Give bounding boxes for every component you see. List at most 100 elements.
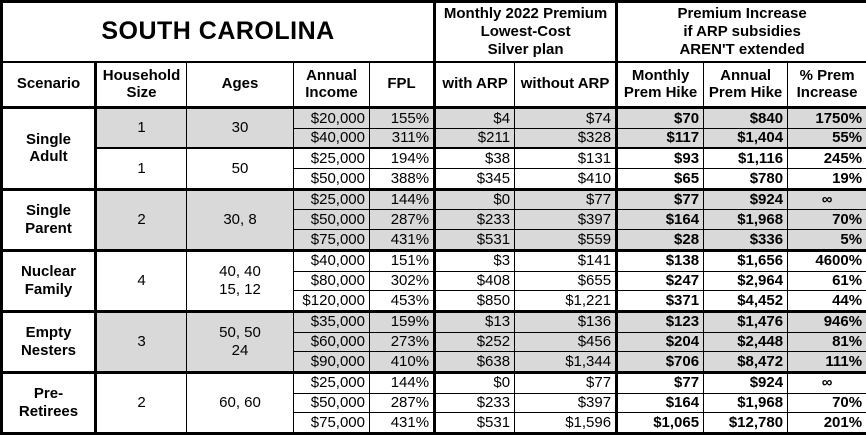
with-arp-cell: $233	[434, 392, 516, 414]
with-arp-cell: $3	[434, 248, 516, 272]
without-arp-cell: $131	[514, 147, 619, 170]
pct-increase-cell: 81%	[787, 331, 866, 353]
income-cell: $25,000	[293, 147, 370, 170]
fpl-cell: 159%	[368, 309, 437, 333]
monthly-hike-cell: $28	[616, 229, 705, 251]
table-row: $80,000 302% $408 $655 $247 $2,964 61%	[2, 270, 866, 292]
annual-hike-cell: $2,448	[703, 331, 789, 353]
income-cell: $80,000	[293, 270, 370, 292]
table-row: 1 50 $25,000 194% $38 $131 $93 $1,116 24…	[2, 147, 866, 190]
monthly-hike-cell: $70	[616, 107, 705, 129]
monthly-hike-cell: $77	[616, 370, 705, 394]
monthly-hike-cell: $93	[616, 147, 705, 170]
with-arp-cell: $38	[434, 147, 516, 170]
income-cell: $50,000	[293, 209, 370, 231]
without-arp-cell: $1,344	[514, 351, 619, 373]
ages-cell: 50	[186, 147, 294, 190]
table-row: $50,000 287% $233 $397 $164 $1,968 70%	[2, 392, 866, 414]
column-header-without-arp: without ARP	[514, 61, 619, 109]
without-arp-cell: $397	[514, 209, 619, 231]
scenario-cell: Empty Nesters	[1, 309, 97, 373]
without-arp-cell: $456	[514, 331, 619, 353]
fpl-cell: 144%	[368, 187, 437, 211]
without-arp-cell: $559	[514, 229, 619, 251]
monthly-hike-cell: $706	[616, 351, 705, 373]
with-arp-cell: $4	[434, 107, 516, 129]
scenario-cell: Pre- Retirees	[1, 370, 97, 435]
income-cell: $40,000	[293, 127, 370, 149]
with-arp-cell: $531	[434, 412, 516, 434]
with-arp-cell: $638	[434, 351, 516, 373]
annual-hike-cell: $1,968	[703, 392, 789, 414]
ages-cell: 40, 40 15, 12	[186, 248, 294, 312]
with-arp-cell: $0	[434, 187, 516, 211]
income-cell: $50,000	[293, 392, 370, 414]
pct-increase-cell: 4600%	[787, 248, 866, 272]
monthly-hike-cell: $77	[616, 187, 705, 211]
pct-increase-cell: ∞	[787, 187, 866, 211]
pct-increase-cell: 946%	[787, 309, 866, 333]
premium-band-header: Monthly 2022 Premium Lowest-Cost Silver …	[434, 1, 619, 63]
pct-increase-cell: 1750%	[787, 107, 866, 129]
fpl-cell: 453%	[368, 290, 437, 312]
income-cell: $120,000	[293, 290, 370, 312]
with-arp-cell: $0	[434, 370, 516, 394]
pct-increase-cell: 55%	[787, 127, 866, 149]
with-arp-cell: $345	[434, 168, 516, 190]
without-arp-cell: $397	[514, 392, 619, 414]
pct-increase-cell: 70%	[787, 392, 866, 414]
pct-increase-cell: 70%	[787, 209, 866, 231]
column-header-annual-income: Annual Income	[293, 61, 370, 109]
fpl-cell: 144%	[368, 370, 437, 394]
table-row: Empty Nesters 3 50, 50 24 $35,000 159% $…	[1, 309, 866, 373]
monthly-hike-cell: $65	[616, 168, 705, 190]
column-header-scenario: Scenario	[1, 61, 97, 109]
table-row: $75,000 431% $531 $1,596 $1,065 $12,780 …	[2, 412, 866, 434]
pct-increase-cell: 111%	[787, 351, 866, 373]
fpl-cell: 302%	[368, 270, 437, 292]
monthly-hike-cell: $123	[616, 309, 705, 333]
table-row: $50,000 388% $345 $410 $65 $780 19%	[2, 168, 866, 190]
with-arp-cell: $531	[434, 229, 516, 251]
fpl-cell: 155%	[368, 107, 437, 129]
monthly-hike-cell: $138	[616, 248, 705, 272]
scenario-cell: Single Adult	[1, 107, 97, 190]
table-row: $40,000 311% $211 $328 $117 $1,404 55%	[2, 127, 866, 149]
pct-increase-cell: 19%	[787, 168, 866, 190]
without-arp-cell: $410	[514, 168, 619, 190]
ages-cell: 60, 60	[186, 370, 294, 435]
without-arp-cell: $136	[514, 309, 619, 333]
household-size-cell: 1	[95, 147, 187, 190]
column-header-annual-hike: Annual Prem Hike	[703, 61, 789, 109]
annual-hike-cell: $336	[703, 229, 789, 251]
with-arp-cell: $233	[434, 209, 516, 231]
band-header-row: SOUTH CAROLINA Monthly 2022 Premium Lowe…	[0, 1, 866, 63]
monthly-hike-cell: $204	[616, 331, 705, 353]
income-cell: $90,000	[293, 351, 370, 373]
table-row: Pre- Retirees 2 60, 60 $25,000 144% $0 $…	[1, 370, 866, 435]
income-cell: $75,000	[293, 412, 370, 434]
pct-increase-cell: 201%	[787, 412, 866, 434]
annual-hike-cell: $8,472	[703, 351, 789, 373]
monthly-hike-cell: $164	[616, 209, 705, 231]
fpl-cell: 431%	[368, 229, 437, 251]
fpl-cell: 151%	[368, 248, 437, 272]
household-size-cell: 2	[95, 187, 187, 251]
household-size-cell: 3	[95, 309, 187, 373]
without-arp-cell: $328	[514, 127, 619, 149]
annual-hike-cell: $1,404	[703, 127, 789, 149]
fpl-cell: 311%	[368, 127, 437, 149]
table-row: $50,000 287% $233 $397 $164 $1,968 70%	[2, 209, 866, 231]
fpl-cell: 431%	[368, 412, 437, 434]
with-arp-cell: $252	[434, 331, 516, 353]
table-row: Single Adult 1 30 $20,000 155% $4 $74 $7…	[1, 107, 866, 190]
with-arp-cell: $13	[434, 309, 516, 333]
fpl-cell: 410%	[368, 351, 437, 373]
income-cell: $40,000	[293, 248, 370, 272]
fpl-cell: 287%	[368, 209, 437, 231]
household-size-cell: 4	[95, 248, 187, 312]
table-row: Nuclear Family 4 40, 40 15, 12 $40,000 1…	[1, 248, 866, 312]
table-row: $90,000 410% $638 $1,344 $706 $8,472 111…	[2, 351, 866, 373]
income-cell: $60,000	[293, 331, 370, 353]
